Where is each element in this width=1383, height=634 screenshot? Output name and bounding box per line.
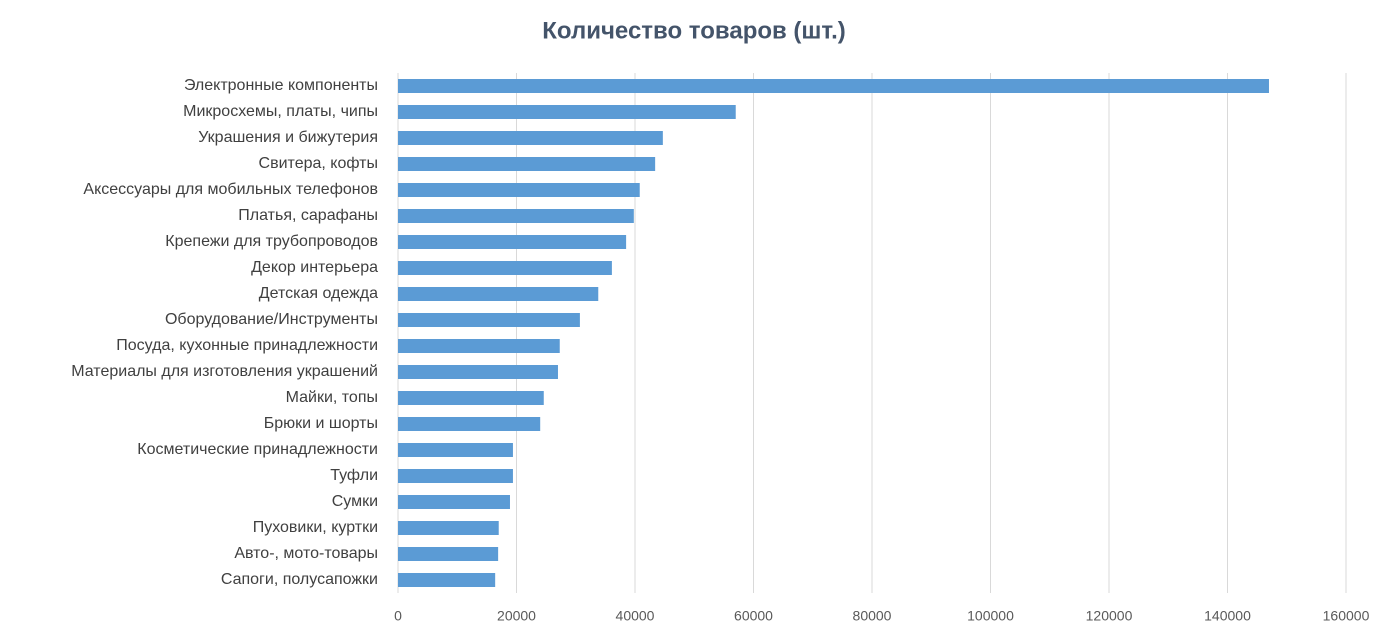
y-tick-label: Аксессуары для мобильных телефонов	[83, 181, 378, 198]
y-tick-label: Электронные компоненты	[184, 77, 378, 94]
y-tick-label: Сумки	[332, 493, 378, 510]
y-tick-label: Оборудование/Инструменты	[165, 311, 378, 328]
x-tick-label: 100000	[967, 608, 1014, 624]
x-tick-label: 80000	[853, 608, 892, 624]
bar	[398, 105, 736, 119]
bar	[398, 261, 612, 275]
bar	[398, 157, 656, 171]
bar	[398, 235, 627, 249]
bar	[398, 287, 599, 301]
y-tick-label: Косметические принадлежности	[137, 441, 378, 458]
y-tick-label: Декор интерьера	[251, 259, 378, 276]
x-tick-label: 60000	[734, 608, 773, 624]
y-tick-label: Детская одежда	[259, 285, 378, 302]
bar	[398, 417, 541, 431]
y-tick-label: Авто-, мото-товары	[234, 545, 378, 562]
bar	[398, 339, 560, 353]
bar	[398, 131, 663, 145]
x-tick-label: 120000	[1086, 608, 1133, 624]
bar	[398, 495, 510, 509]
y-tick-label: Брюки и шорты	[264, 415, 378, 432]
bar	[398, 521, 499, 535]
bar	[398, 313, 580, 327]
bar	[398, 391, 544, 405]
y-tick-label: Свитера, кофты	[259, 155, 378, 172]
y-tick-label: Платья, сарафаны	[238, 207, 378, 224]
x-tick-label: 140000	[1204, 608, 1251, 624]
bar	[398, 209, 634, 223]
x-tick-label: 160000	[1323, 608, 1370, 624]
bar	[398, 183, 640, 197]
y-tick-label: Посуда, кухонные принадлежности	[116, 337, 378, 354]
y-tick-label: Украшения и бижутерия	[198, 129, 378, 146]
bar	[398, 573, 496, 587]
x-tick-label: 0	[394, 608, 402, 624]
y-tick-label: Пуховики, куртки	[253, 519, 378, 536]
bar	[398, 79, 1269, 93]
x-tick-label: 40000	[616, 608, 655, 624]
y-tick-label: Микросхемы, платы, чипы	[183, 103, 378, 120]
x-tick-label: 20000	[497, 608, 536, 624]
y-tick-label: Туфли	[330, 467, 378, 484]
y-tick-label: Майки, топы	[286, 389, 378, 406]
bar	[398, 469, 513, 483]
y-tick-label: Крепежи для трубопроводов	[165, 233, 378, 250]
chart-title: Количество товаров (шт.)	[542, 17, 845, 44]
y-tick-label: Сапоги, полусапожки	[221, 571, 378, 588]
bar	[398, 443, 513, 457]
bar	[398, 547, 499, 561]
bar	[398, 365, 558, 379]
y-tick-label: Материалы для изготовления украшений	[71, 363, 378, 380]
